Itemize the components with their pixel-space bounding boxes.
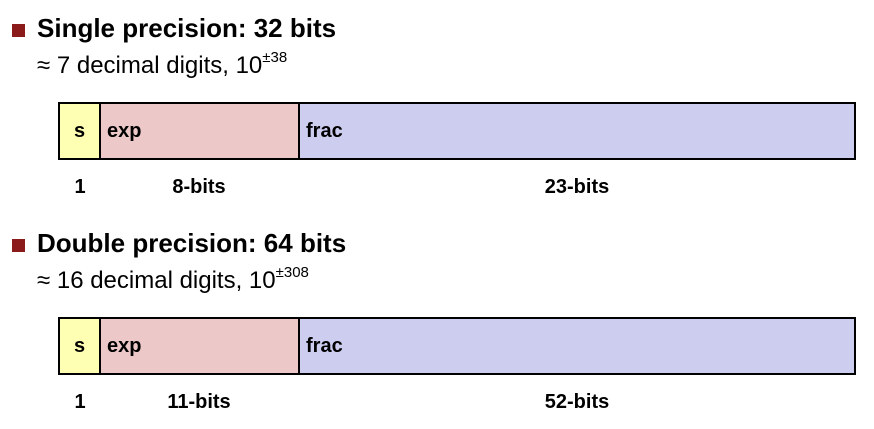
single-precision-section: Single precision: 32 bits ≈ 7 decimal di… (0, 0, 874, 214)
double-precision-section: Double precision: 64 bits ≈ 16 decimal d… (0, 215, 874, 429)
fraction-field: frac (300, 104, 854, 158)
sign-field: s (60, 104, 101, 158)
single-precision-exponent: ±38 (262, 49, 288, 66)
double-precision-digits: ≈ 16 decimal digits, 10±308 (37, 264, 309, 299)
single-precision-digits-text: ≈ 7 decimal digits, 10 (37, 52, 263, 79)
exponent-field: exp (101, 319, 300, 373)
single-precision-heading: Single precision: 32 bits (37, 13, 337, 43)
double-precision-heading: Double precision: 64 bits (37, 228, 347, 258)
exponent-bit-count: 11-bits (167, 391, 231, 413)
double-precision-bit-layout: s exp frac (58, 317, 856, 375)
exponent-field: exp (101, 104, 300, 158)
single-precision-bit-layout: s exp frac (58, 102, 856, 160)
fraction-bit-count: 23-bits (544, 176, 610, 198)
exponent-bit-count: 8-bits (172, 176, 226, 198)
sign-field: s (60, 319, 101, 373)
sign-bit-count: 1 (74, 391, 86, 413)
double-precision-digits-text: ≈ 16 decimal digits, 10 (37, 267, 276, 294)
square-bullet-icon (12, 239, 25, 252)
fraction-bit-count: 52-bits (544, 391, 610, 413)
single-precision-digits: ≈ 7 decimal digits, 10±38 (37, 49, 288, 84)
double-precision-exponent: ±308 (275, 264, 309, 281)
sign-bit-count: 1 (74, 176, 86, 198)
square-bullet-icon (12, 24, 25, 37)
fraction-field: frac (300, 319, 854, 373)
